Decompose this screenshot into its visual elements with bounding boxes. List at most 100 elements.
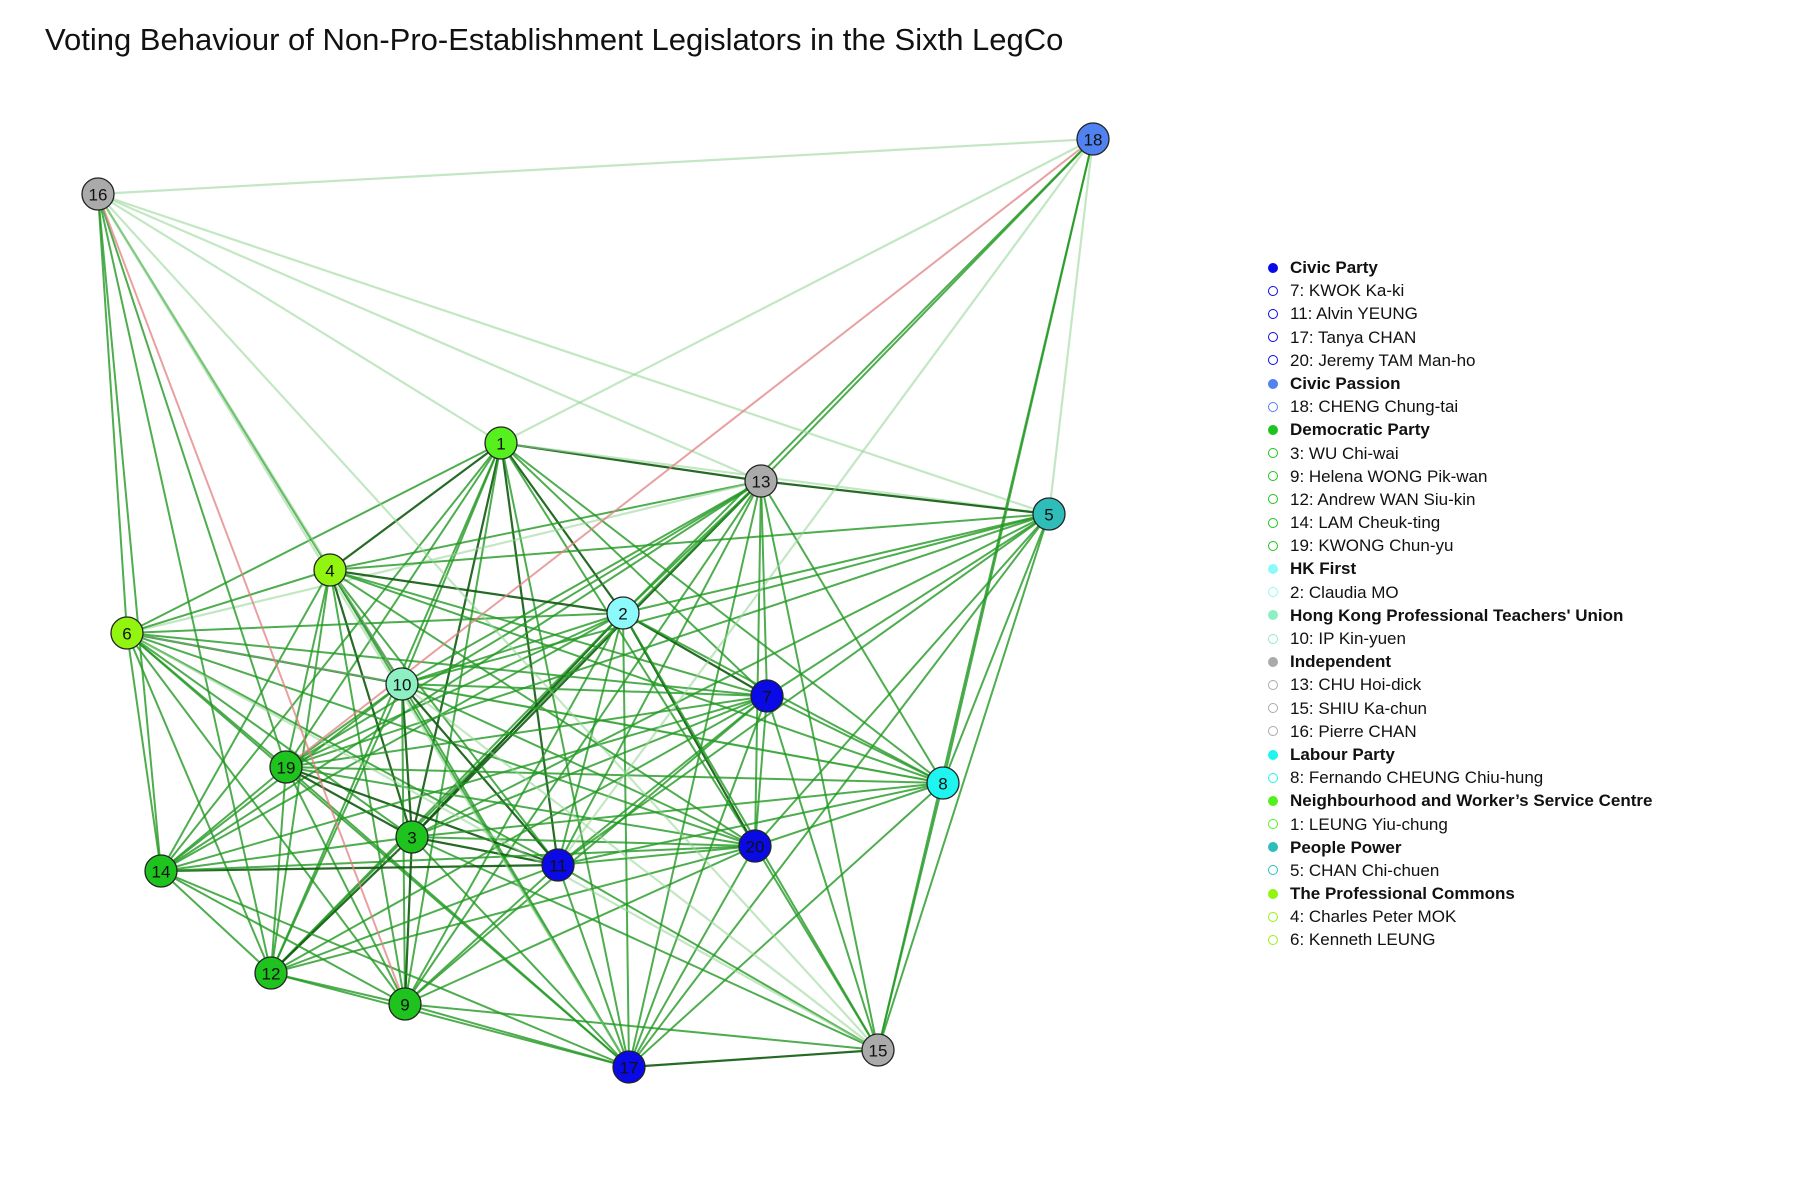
edge-4-5 [329, 513, 1050, 571]
legend-party: Labour Party [1268, 743, 1788, 766]
legend-party-label: Neighbourhood and Worker’s Service Centr… [1290, 791, 1653, 811]
edge-2-18 [622, 138, 1094, 614]
edge-6-9 [126, 632, 406, 1005]
legend-member-label: 3: WU Chi-wai [1290, 443, 1399, 463]
edge-19-5 [285, 513, 1050, 768]
edge-1-19 [285, 442, 502, 768]
node-circle-4 [313, 553, 347, 587]
edge-10-12 [270, 683, 403, 974]
edge-2-17 [622, 612, 630, 1068]
legend-member-label: 11: Alvin YEUNG [1290, 304, 1418, 324]
node-circle-10 [385, 667, 419, 701]
legend-party-dot-icon [1268, 378, 1278, 389]
node-label-12: 12 [262, 965, 281, 984]
legend-member-ring-icon [1268, 865, 1278, 876]
edge-10-7 [401, 683, 768, 697]
legend-member-ring-icon [1268, 911, 1278, 922]
node-20: 20 [738, 829, 772, 863]
edge-13-8 [760, 480, 944, 784]
legend-member: 6: Kenneth LEUNG [1268, 928, 1788, 951]
legend-member-label: 8: Fernando CHEUNG Chiu-hung [1290, 768, 1544, 788]
edge-1-20 [500, 442, 756, 847]
edge-19-7 [285, 695, 768, 768]
edge-4-6 [126, 569, 331, 634]
legend-member-label: 15: SHIU Ka-chun [1290, 698, 1428, 718]
edge-9-7 [404, 695, 768, 1005]
edge-6-7 [126, 632, 768, 697]
edge-3-7 [411, 695, 768, 838]
node-label-17: 17 [620, 1059, 639, 1078]
node-circle-18 [1076, 122, 1110, 156]
node-label-15: 15 [869, 1042, 888, 1061]
edge-13-19 [285, 480, 762, 768]
edge-17-15 [628, 1048, 879, 1069]
edge-11-7 [557, 695, 768, 866]
edge-4-14 [160, 569, 331, 872]
node-circle-2 [606, 596, 640, 630]
edge-13-17 [628, 480, 762, 1068]
legend-member: 10: IP Kin-yuen [1268, 627, 1788, 650]
edge-2-19 [285, 612, 624, 768]
legend-party-dot-icon [1268, 424, 1278, 435]
edge-11-17 [557, 864, 630, 1068]
edge-13-20 [754, 480, 762, 847]
node-label-20: 20 [746, 838, 765, 857]
legend-party-label: Independent [1290, 652, 1392, 672]
edge-5-15 [877, 513, 1050, 1051]
edge-14-12 [160, 870, 272, 974]
node-label-7: 7 [762, 688, 771, 707]
legend-party: The Professional Commons [1268, 882, 1788, 905]
edge-17-5 [628, 513, 1050, 1068]
legend-party-label: Labour Party [1290, 744, 1395, 764]
legend-member-label: 16: Pierre CHAN [1290, 721, 1417, 741]
legend-member-ring-icon [1268, 587, 1278, 598]
edge-2-9 [404, 612, 624, 1005]
node-label-2: 2 [618, 605, 627, 624]
edge-14-9 [160, 870, 406, 1005]
legend: Civic Party 7: KWOK Ka-ki 11: Alvin YEUNG 1… [1268, 256, 1788, 952]
legend-member-ring-icon [1268, 332, 1278, 343]
edge-12-16 [97, 193, 272, 974]
edge-3-12 [270, 836, 413, 974]
edge-19-16 [97, 193, 287, 768]
legend-party-label: HK First [1290, 559, 1357, 579]
legend-member: 1: LEUNG Yiu-chung [1268, 813, 1788, 836]
legend-party: Civic Party [1268, 256, 1788, 279]
legend-member: 12: Andrew WAN Siu-kin [1268, 488, 1788, 511]
edge-1-6 [126, 442, 502, 634]
edge-13-4 [329, 480, 762, 571]
edge-13-5 [760, 479, 1050, 516]
legend-party: Civic Passion [1268, 372, 1788, 395]
legend-member-ring-icon [1268, 355, 1278, 366]
node-circle-8 [926, 766, 960, 800]
edge-15-10 [401, 683, 879, 1051]
node-4: 4 [313, 553, 347, 587]
legend-party-label: The Professional Commons [1290, 884, 1515, 904]
edge-13-14 [160, 480, 762, 872]
node-circle-14 [144, 854, 178, 888]
legend-member: 15: SHIU Ka-chun [1268, 697, 1788, 720]
edge-3-8 [411, 782, 944, 838]
legend-member-label: 10: IP Kin-yuen [1290, 629, 1406, 648]
edge-10-20 [401, 683, 756, 847]
edge-1-4 [329, 442, 502, 571]
node-label-3: 3 [407, 829, 416, 848]
node-15: 15 [861, 1033, 895, 1067]
edge-17-7 [628, 695, 768, 1068]
node-6: 6 [110, 616, 144, 650]
legend-party-label: Hong Kong Professional Teachers' Union [1290, 605, 1624, 625]
edge-11-5 [557, 513, 1050, 866]
edge-4-19 [285, 569, 331, 768]
node-circle-17 [612, 1050, 646, 1084]
edge-14-17 [160, 870, 630, 1068]
node-label-19: 19 [277, 759, 296, 778]
node-18: 18 [1076, 122, 1110, 156]
legend-member-ring-icon [1268, 772, 1278, 783]
legend-member-ring-icon [1268, 935, 1278, 946]
edge-3-15 [411, 836, 879, 1051]
legend-member-ring-icon [1268, 540, 1278, 551]
edges-layer [97, 137, 1095, 1069]
node-circle-13 [744, 464, 778, 498]
node-label-16: 16 [89, 186, 108, 205]
legend-member-label: 2: Claudia MO [1290, 582, 1399, 602]
